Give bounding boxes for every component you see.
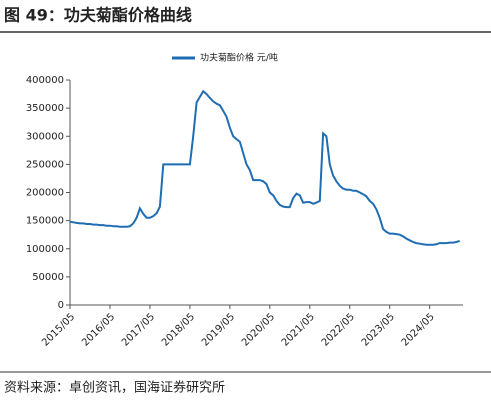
y-tick-label: 100000 <box>26 244 64 255</box>
y-tick-label: 250000 <box>26 159 64 170</box>
y-tick-label: 350000 <box>26 103 64 114</box>
y-tick-label: 50000 <box>32 272 64 283</box>
price-line <box>69 89 461 246</box>
x-tick-label: 2019/05 <box>200 311 237 348</box>
x-tick-label: 2021/05 <box>280 311 317 348</box>
y-tick-label: 300000 <box>26 131 64 142</box>
y-tick-label: 400000 <box>26 75 64 86</box>
y-tick-label: 0 <box>58 300 64 311</box>
x-tick-label: 2022/05 <box>320 311 357 348</box>
legend-label: 功夫菊酯价格 元/吨 <box>200 52 278 64</box>
figure-title: 图 49：功夫菊酯价格曲线 <box>4 6 192 25</box>
x-tick-label: 2015/05 <box>40 311 77 348</box>
x-tick-label: 2020/05 <box>240 311 277 348</box>
y-tick-label: 200000 <box>26 188 64 199</box>
source: 资料来源：卓创资讯，国海证券研究所 <box>4 380 225 396</box>
x-tick-label: 2024/05 <box>400 311 437 348</box>
y-tick-label: 150000 <box>26 216 64 227</box>
x-tick-label: 2017/05 <box>120 311 157 348</box>
x-tick-label: 2018/05 <box>160 311 197 348</box>
x-tick-label: 2023/05 <box>360 311 397 348</box>
x-tick-label: 2016/05 <box>80 311 117 348</box>
